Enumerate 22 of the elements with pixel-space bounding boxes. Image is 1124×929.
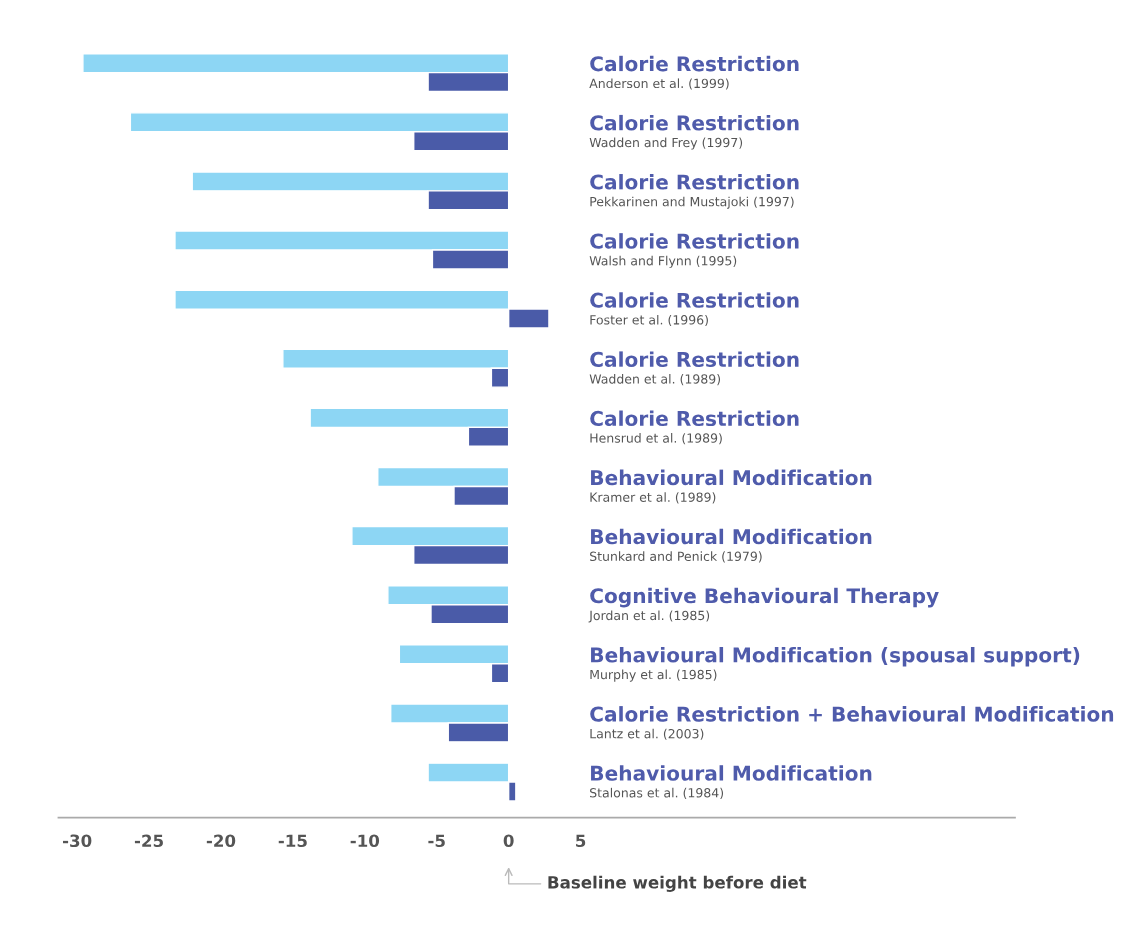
y-tick-label: Calorie Restriction + Behavioural Modification Lantz et al. (2003) [590, 706, 1114, 740]
x-tick-label: -20 [206, 834, 236, 848]
y-tick-label: Cognitive Behavioural Therapy Jordan et al. (1985) [588, 587, 939, 623]
y-tick-label: Calorie Restriction Hensrud et al. (1989) [590, 410, 799, 445]
y-tick-label: Behavioural Modification Stunkard and Penick (1979) [590, 528, 872, 563]
y-tick-label: Behavioural Modification (spousal support) Murphy et al. (1985) [590, 646, 1080, 682]
y-tick-label: Calorie Restriction Pekkarinen and Mustajoki (1997) [590, 174, 799, 209]
y-tick-label: Calorie Restriction Anderson et al. (1999) [589, 55, 799, 90]
text: Baseline weight before diet [548, 875, 807, 892]
x-tick-label: -5 [428, 834, 445, 848]
y-tick-label: Calorie Restriction Walsh and Flynn (1995) [589, 233, 799, 268]
y-tick-label: Calorie Restriction Wadden et al. (1989) [589, 351, 799, 386]
x-tick-label: -15 [278, 834, 307, 848]
x-tick-label: 5 [576, 834, 586, 848]
y-tick-label: Behavioural Modification Kramer et al. (1989) [590, 469, 872, 504]
y-tick-label: Calorie Restriction Wadden and Frey (1997) [589, 114, 799, 150]
y-tick-label: Behavioural Modification Stalonas et al. (1984) [590, 765, 872, 799]
x-tick-label: -30 [63, 834, 92, 848]
x-tick-label: -10 [350, 834, 380, 848]
x-tick-label: 0 [503, 834, 514, 848]
y-tick-label: Calorie Restriction Foster et al. (1996) [590, 292, 799, 327]
x-tick-label: -25 [134, 834, 163, 848]
